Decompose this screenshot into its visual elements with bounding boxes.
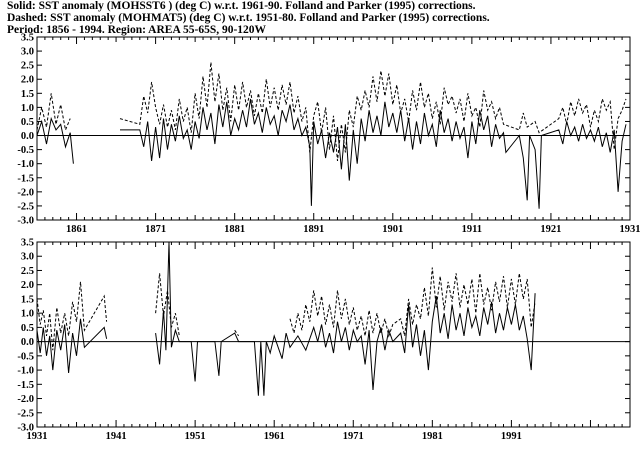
panel2-ytick-label: 1.0	[21, 309, 34, 320]
panel2-ytick-label: 0.5	[21, 323, 34, 334]
panel2-series-segment	[234, 329, 240, 337]
panel1-series-solid	[36, 98, 627, 209]
panel2-series-solid	[36, 241, 536, 396]
panel2-xtick-label: 1991	[501, 431, 522, 442]
panel1-ytick-label: -1.0	[17, 159, 34, 170]
panel2-ytick-label: -1.5	[17, 380, 34, 391]
panel1-ytick-label: -1.5	[17, 173, 34, 184]
panel1-ytick-label: 0.0	[21, 131, 34, 142]
panel2-ytick-label: 3.5	[21, 238, 34, 249]
panel1-series-segment	[36, 116, 74, 164]
panel2-ytick-label: 3.0	[21, 252, 34, 263]
panel1-ytick-label: 2.5	[21, 61, 34, 72]
chart-header: Solid: SST anomaly (MOHSST6 ) (deg C) w.…	[7, 0, 637, 36]
panel1-frame	[36, 36, 631, 221]
panel1-xtick-label: 1881	[224, 224, 245, 235]
panel2-series-segment	[36, 318, 108, 373]
panel2-ytick-label: -2.5	[17, 408, 34, 419]
panel2-ytick-label: 2.0	[21, 280, 34, 291]
panel1-ytick-label: 3.0	[21, 47, 34, 58]
panel1-xtick-label: 1861	[66, 224, 87, 235]
panel2-ytick-label: -2.0	[17, 394, 34, 405]
panel1-ytick-label: -0.5	[17, 145, 34, 156]
panel2-ytick-label: -1.0	[17, 366, 34, 377]
panel2-ytick-label: -3.0	[17, 423, 34, 434]
panel1-series-segment	[36, 93, 71, 132]
panel1-series-segment	[120, 98, 627, 209]
panel2-series-segment	[36, 281, 108, 351]
panel1-ytick-label: 1.5	[21, 89, 34, 100]
period-region-text: Period: 1856 - 1994. Region: AREA 55-65S…	[7, 24, 267, 36]
panel1-xtick-label: 1891	[303, 224, 324, 235]
panel1-ytick-label: -2.5	[17, 201, 34, 212]
panel1-ytick-label: 2.0	[21, 75, 34, 86]
panel2-xtick-label: 1941	[106, 431, 127, 442]
panel2-xtick-label: 1961	[264, 431, 285, 442]
panel2-series-segment	[155, 241, 536, 396]
panel1-ytick-label: -3.0	[17, 216, 34, 227]
panel1-xtick-label: 1871	[145, 224, 166, 235]
panel2-xtick-label: 1971	[343, 431, 364, 442]
panel2-ytick-label: -0.5	[17, 351, 34, 362]
panel1-xtick-label: 1931	[620, 224, 640, 235]
panel2-series-segment	[155, 273, 180, 336]
panel1-ytick-label: 0.5	[21, 117, 34, 128]
legend-solid-text: Solid: SST anomaly (MOHSST6 ) (deg C) w.…	[7, 0, 476, 12]
panel1-xtick-label: 1911	[462, 224, 482, 235]
panel2-ytick-label: 0.0	[21, 337, 34, 348]
panel2-xtick-label: 1931	[27, 431, 48, 442]
panel2-ytick-label: 2.5	[21, 266, 34, 277]
panel2-series-segment	[289, 267, 536, 338]
panel1-ytick-label: 1.0	[21, 103, 34, 114]
panel1-ytick-label: 3.5	[21, 33, 34, 44]
panel1-ytick-label: -2.0	[17, 187, 34, 198]
panel2-xtick-label: 1951	[185, 431, 206, 442]
panel1-series-dashed	[36, 62, 627, 161]
panel1-series-segment	[119, 62, 627, 161]
panel2-frame	[36, 241, 631, 428]
panel2-ytick-label: 1.5	[21, 294, 34, 305]
panel2-series-dashed	[36, 267, 536, 351]
panel1-xtick-label: 1921	[540, 224, 561, 235]
panel1-xtick-label: 1901	[382, 224, 403, 235]
legend-dashed-text: Dashed: SST anomaly (MOHMAT5) (deg C) w.…	[7, 12, 490, 24]
panel2-xtick-label: 1981	[422, 431, 443, 442]
